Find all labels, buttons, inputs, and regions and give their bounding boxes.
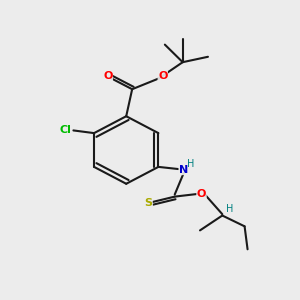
Text: Cl: Cl [60, 125, 72, 135]
Text: S: S [144, 198, 152, 208]
Text: O: O [197, 189, 206, 199]
Text: N: N [179, 165, 188, 175]
Text: O: O [158, 71, 167, 81]
Text: O: O [103, 71, 112, 81]
Text: H: H [188, 159, 195, 169]
Text: H: H [226, 204, 233, 214]
